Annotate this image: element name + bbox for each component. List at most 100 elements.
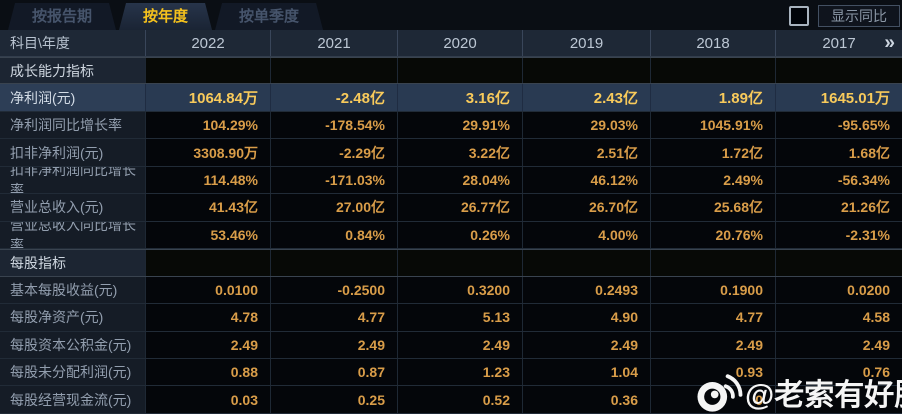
value-cell: 4.77 (650, 304, 775, 331)
value-cell: 5.13 (397, 304, 522, 331)
value-cell (775, 250, 902, 276)
value-cell: 4.90 (522, 304, 650, 331)
year-header-2021: 2021 (270, 30, 397, 56)
year-label: 2020 (443, 34, 477, 52)
value-cell: 3.22亿 (397, 139, 522, 166)
value-cell: 28.04% (397, 166, 522, 194)
value-cell: 3.16亿 (397, 84, 522, 111)
table-row[interactable]: 扣非净利润(元) 3308.90万 -2.29亿 3.22亿 2.51亿 1.72亿 1.6… (0, 139, 902, 167)
row-label: 净利润(元) (0, 84, 145, 111)
table-row[interactable]: 每股资本公积金(元) 2.49 2.49 2.49 2.49 2.49 2.49 (0, 331, 902, 359)
tab-by-quarter[interactable]: 按单季度 (215, 3, 323, 30)
show-yoy-button[interactable]: 显示同比 (818, 5, 900, 27)
value-cell: 4.77 (270, 304, 397, 331)
table-row[interactable]: 净利润同比增长率 104.29% -178.54% 29.91% 29.03% 1045.… (0, 111, 902, 140)
year-label: 2022 (191, 34, 225, 52)
year-label: 2019 (569, 34, 604, 52)
value-cell: 0.52 (397, 386, 522, 413)
corner-header: 科目\年度 (0, 30, 145, 56)
value-cell: 2.49 (270, 331, 397, 358)
financial-table: 科目\年度 2022 2021 2020 2019 2018 2017 » 成长能力指标 净利… (0, 30, 902, 414)
value-cell: 0.36 (522, 386, 650, 413)
row-label: 营业总收入(元) (0, 194, 145, 221)
value-cell: 0.2493 (522, 276, 650, 304)
value-cell: 0.1900 (650, 276, 775, 304)
table-row[interactable]: 净利润(元) 1064.84万 -2.48亿 3.16亿 2.43亿 1.89亿 1645.… (0, 84, 902, 112)
value-cell: 41.43亿 (145, 194, 270, 221)
value-cell: 26.77亿 (397, 194, 522, 221)
value-cell: 0.26% (397, 221, 522, 249)
value-cell: -171.03% (270, 166, 397, 194)
row-label: 每股指标 (0, 250, 145, 276)
value-cell: 104.29% (145, 111, 270, 139)
value-cell: 27.00亿 (270, 194, 397, 221)
value-cell (270, 58, 397, 84)
value-cell: 0.03 (145, 386, 270, 413)
value-cell: 26.70亿 (522, 194, 650, 221)
value-cell: 1045.91% (650, 111, 775, 139)
row-label: 每股未分配利润(元) (0, 358, 145, 386)
value-cell: 1.68亿 (775, 139, 902, 166)
year-label: 2018 (696, 34, 730, 52)
year-header-2017: 2017 » (775, 30, 902, 56)
section-row[interactable]: 每股指标 (0, 249, 902, 277)
value-cell: 114.48% (145, 166, 270, 194)
table-row[interactable]: 每股净资产(元) 4.78 4.77 5.13 4.90 4.77 4.58 (0, 304, 902, 332)
value-cell: 2.51亿 (522, 139, 650, 166)
value-cell: 21.26亿 (775, 194, 902, 221)
value-cell: 1.04 (522, 358, 650, 386)
tab-by-report-period[interactable]: 按报告期 (8, 3, 116, 30)
value-cell (522, 250, 650, 276)
year-header-2019: 2019 (522, 30, 650, 56)
value-cell: 25.68亿 (650, 194, 775, 221)
section-row[interactable]: 成长能力指标 (0, 57, 902, 85)
value-cell (775, 386, 902, 413)
year-header-2022: 2022 (145, 30, 270, 56)
show-yoy-checkbox[interactable] (789, 6, 809, 26)
value-cell: 3308.90万 (145, 139, 270, 166)
tab-by-year[interactable]: 按年度 (119, 3, 212, 30)
row-label: 营业总收入同比增长率 (0, 221, 145, 249)
value-cell (397, 250, 522, 276)
value-cell: 53.46% (145, 221, 270, 249)
row-label: 净利润同比增长率 (0, 111, 145, 139)
value-cell (270, 250, 397, 276)
table-row[interactable]: 基本每股收益(元) 0.0100 -0.2500 0.3200 0.2493 0.1900… (0, 276, 902, 305)
value-cell: 1.72亿 (650, 139, 775, 166)
value-cell: 1.23 (397, 358, 522, 386)
table-row[interactable]: 每股未分配利润(元) 0.88 0.87 1.23 1.04 0.93 0.76 (0, 358, 902, 387)
value-cell: 0.76 (775, 358, 902, 386)
value-cell: -56.34% (775, 166, 902, 194)
table-row[interactable]: 扣非净利润同比增长率 114.48% -171.03% 28.04% 46.12% 2.4… (0, 166, 902, 195)
period-tabbar: 按报告期 按年度 按单季度 显示同比 (0, 0, 902, 30)
value-cell: 2.49 (522, 331, 650, 358)
value-cell: 4.58 (775, 304, 902, 331)
table-header-row: 科目\年度 2022 2021 2020 2019 2018 2017 » (0, 30, 902, 57)
value-cell: 0.0100 (145, 276, 270, 304)
row-label: 成长能力指标 (0, 58, 145, 84)
table-body: 成长能力指标 净利润(元) 1064.84万 -2.48亿 3.16亿 2.43亿 1.89… (0, 57, 902, 414)
value-cell: 1.89亿 (650, 84, 775, 111)
more-years-icon[interactable]: » (884, 32, 895, 54)
value-cell: 2.49 (145, 331, 270, 358)
value-cell: 4.78 (145, 304, 270, 331)
value-cell (145, 250, 270, 276)
value-cell (397, 58, 522, 84)
table-row[interactable]: 营业总收入(元) 41.43亿 27.00亿 26.77亿 26.70亿 25.68亿 21… (0, 194, 902, 222)
value-cell: 20.76% (650, 221, 775, 249)
value-cell: 0 (650, 386, 775, 413)
value-cell (145, 58, 270, 84)
table-row[interactable]: 营业总收入同比增长率 53.46% 0.84% 0.26% 4.00% 20.76% -2.… (0, 221, 902, 250)
value-cell: -95.65% (775, 111, 902, 139)
table-row[interactable]: 每股经营现金流(元) 0.03 0.25 0.52 0.36 0 (0, 386, 902, 414)
year-header-2018: 2018 (650, 30, 775, 56)
value-cell: 0.3200 (397, 276, 522, 304)
row-label: 每股资本公积金(元) (0, 331, 145, 358)
row-label: 每股经营现金流(元) (0, 386, 145, 413)
value-cell: 2.49 (397, 331, 522, 358)
value-cell: 0.25 (270, 386, 397, 413)
value-cell: 2.49% (650, 166, 775, 194)
value-cell: 46.12% (522, 166, 650, 194)
value-cell: -2.29亿 (270, 139, 397, 166)
